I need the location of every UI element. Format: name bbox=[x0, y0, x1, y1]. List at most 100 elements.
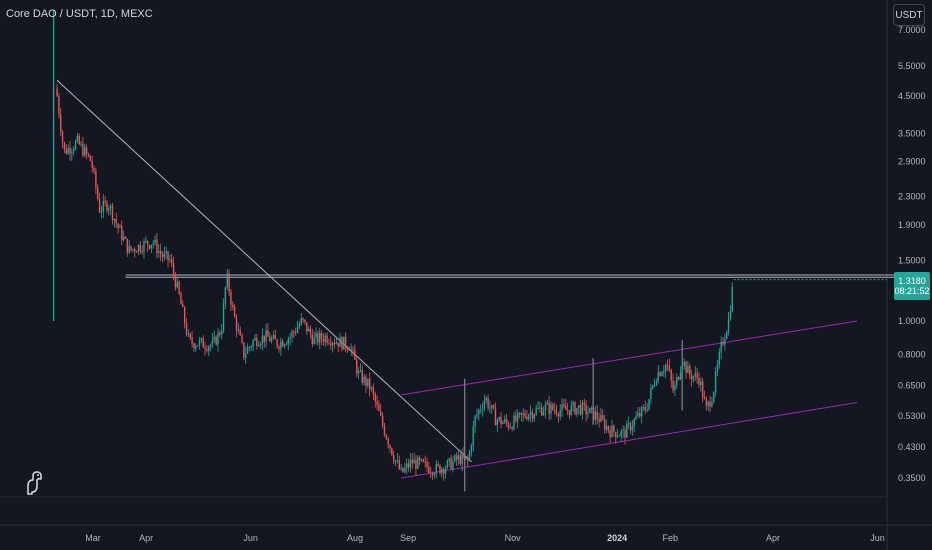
candle-body bbox=[522, 413, 524, 415]
candle-body bbox=[150, 244, 153, 249]
candle-body bbox=[459, 455, 462, 464]
candle-body bbox=[182, 304, 184, 308]
candle-body bbox=[132, 249, 134, 251]
candle-body bbox=[87, 153, 90, 156]
candle-body bbox=[159, 251, 162, 255]
candle-body bbox=[313, 337, 315, 345]
candle-body bbox=[455, 455, 458, 460]
candle-body bbox=[230, 291, 232, 305]
candle-body bbox=[672, 380, 674, 391]
candle-body bbox=[235, 316, 238, 331]
candle-body bbox=[607, 425, 610, 431]
candle-body bbox=[309, 328, 312, 335]
candle-body bbox=[677, 377, 680, 380]
x-tick-label: Apr bbox=[139, 533, 153, 543]
candle-body bbox=[430, 472, 432, 474]
candle-body bbox=[714, 371, 717, 393]
candle-body bbox=[446, 460, 449, 469]
candle-body bbox=[307, 328, 310, 332]
candle-body bbox=[82, 143, 84, 156]
candle-body bbox=[700, 381, 702, 386]
candle-body bbox=[280, 341, 282, 349]
candle-body bbox=[496, 419, 499, 426]
candle-body bbox=[359, 370, 362, 372]
candle-body bbox=[158, 251, 160, 254]
candle-body bbox=[91, 161, 93, 168]
candle-body bbox=[570, 405, 573, 415]
candle-body bbox=[415, 459, 417, 469]
candle-body bbox=[465, 457, 467, 459]
candle-body bbox=[579, 405, 582, 415]
candle-body bbox=[479, 409, 482, 411]
y-tick-label: 1.0000 bbox=[898, 316, 926, 326]
tradingview-dino-icon[interactable] bbox=[24, 470, 46, 496]
candle-body bbox=[354, 349, 356, 360]
candle-body bbox=[285, 343, 288, 345]
candle-body bbox=[72, 149, 75, 152]
candle-body bbox=[365, 376, 367, 387]
candle-body bbox=[306, 322, 308, 332]
candle-body bbox=[385, 434, 388, 439]
candle-body bbox=[172, 263, 175, 275]
y-tick-label: 0.8000 bbox=[898, 349, 926, 359]
candle-body bbox=[589, 407, 591, 413]
candle-body bbox=[115, 219, 117, 224]
candle-body bbox=[491, 405, 493, 408]
candle-body bbox=[104, 200, 106, 203]
candle-body bbox=[333, 342, 336, 344]
currency-button[interactable]: USDT bbox=[893, 4, 925, 26]
candle-body bbox=[152, 242, 154, 245]
candle-body bbox=[317, 333, 319, 343]
candle-body bbox=[409, 459, 412, 468]
candle-body bbox=[539, 407, 541, 409]
candle-body bbox=[500, 416, 502, 424]
candle-body bbox=[426, 461, 428, 468]
candle-body bbox=[328, 342, 330, 344]
candle-body bbox=[215, 336, 217, 345]
candle-body bbox=[650, 388, 652, 399]
candle-body bbox=[676, 377, 678, 385]
candle-body bbox=[581, 402, 584, 415]
candle-body bbox=[374, 393, 376, 402]
candle-body bbox=[711, 401, 713, 407]
candle-body bbox=[627, 423, 630, 425]
candle-body bbox=[572, 402, 574, 406]
candle-body bbox=[176, 281, 178, 288]
candle-body bbox=[74, 141, 77, 150]
candle-body bbox=[478, 409, 480, 415]
candle-body bbox=[211, 340, 214, 346]
x-tick-label: Sep bbox=[400, 533, 416, 543]
candle-body bbox=[191, 337, 193, 344]
y-tick-label: 0.5300 bbox=[898, 411, 926, 421]
y-tick-label: 7.0000 bbox=[898, 25, 926, 35]
candle-body bbox=[222, 303, 225, 332]
channel-upper bbox=[401, 320, 858, 396]
y-tick-label: 1.9000 bbox=[898, 220, 926, 230]
candle-body bbox=[563, 404, 565, 407]
candle-body bbox=[272, 334, 275, 339]
candle-body bbox=[178, 281, 180, 294]
last-price-tag: 1.3180 08:21:52 bbox=[894, 272, 930, 300]
candle-body bbox=[602, 414, 604, 420]
candle-body bbox=[418, 457, 421, 461]
candle-body bbox=[411, 459, 413, 464]
x-tick-label: Apr bbox=[766, 533, 780, 543]
candle-body bbox=[311, 334, 314, 345]
candle-body bbox=[58, 96, 60, 115]
candle-body bbox=[134, 249, 136, 252]
candle-body bbox=[502, 422, 504, 424]
candle-body bbox=[111, 205, 114, 221]
candle-body bbox=[248, 346, 251, 348]
candle-body bbox=[130, 246, 132, 250]
candle-body bbox=[616, 435, 619, 438]
candle-body bbox=[250, 346, 252, 348]
candle-body bbox=[637, 412, 639, 417]
candle-body bbox=[544, 404, 547, 412]
candle-body bbox=[56, 88, 58, 97]
candle-body bbox=[256, 337, 258, 347]
candle-body bbox=[622, 429, 624, 431]
candle-body bbox=[126, 238, 129, 253]
candle-body bbox=[703, 397, 706, 399]
candle-body bbox=[626, 423, 628, 438]
